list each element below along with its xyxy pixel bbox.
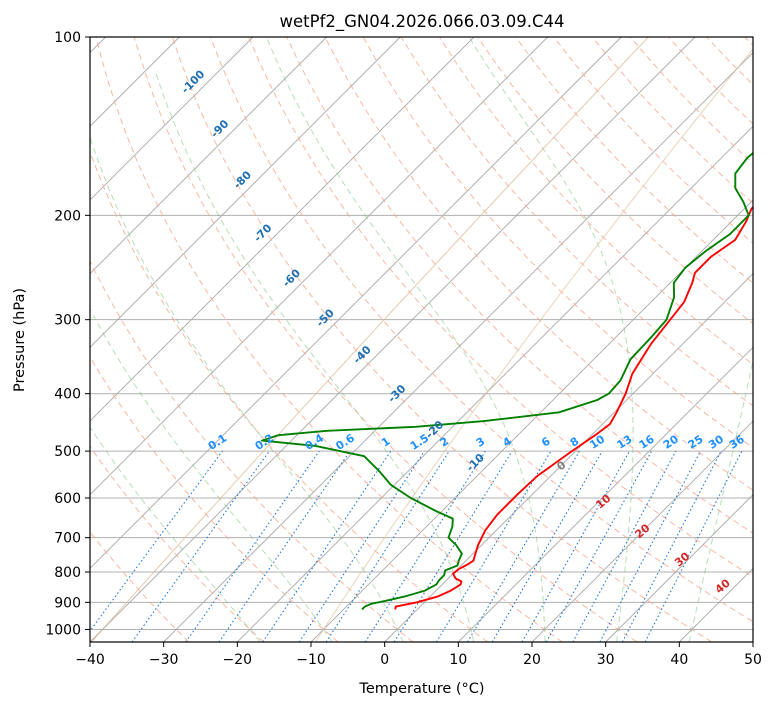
x-tick-label: −10	[296, 652, 326, 668]
mixing-ratio-line	[467, 450, 580, 642]
mixing-ratio-line	[218, 450, 351, 642]
isotherm-line	[90, 37, 548, 496]
dry-adiabat	[515, 37, 753, 284]
dry-adiabat	[248, 37, 753, 578]
y-tick-label: 700	[54, 531, 81, 547]
dry-adiabat	[324, 37, 753, 491]
mixing-ratio-line	[435, 450, 552, 642]
dewpoint-profile-line	[260, 151, 753, 611]
x-tick-label: −20	[223, 652, 253, 668]
dry-adiabat	[95, 37, 563, 642]
dry-adiabat	[133, 37, 638, 642]
mixing-ratio-line	[545, 450, 653, 642]
axes-frame	[89, 36, 754, 643]
chart-title: wetPf2_GN04.2026.066.03.09.C44	[280, 12, 565, 32]
x-tick-label: 50	[744, 652, 762, 668]
isotherm-line	[90, 37, 327, 275]
mixing-ratio-line	[325, 450, 450, 642]
mixing-ratio-line	[364, 450, 486, 642]
moist-adiabat	[90, 308, 333, 642]
y-tick-label: 1000	[45, 622, 81, 638]
mixing-ratio-line	[572, 450, 677, 642]
x-axis-label: Temperature (°C)	[358, 681, 484, 697]
x-tick-label: −30	[149, 652, 179, 668]
moist-adiabat	[155, 72, 475, 642]
dry-adiabat	[210, 37, 753, 623]
y-axis-label: Pressure (hPa)	[12, 288, 28, 392]
x-tick-label: 10	[449, 652, 467, 668]
y-tick-label: 800	[54, 565, 81, 581]
isotherm-line	[90, 37, 401, 348]
mixing-ratio-line	[393, 450, 513, 642]
moist-adiabat	[265, 37, 546, 642]
background-curve	[315, 48, 753, 642]
dry-adiabat	[90, 356, 339, 642]
temperature-profile-line	[394, 205, 753, 610]
x-tick-label: 40	[670, 652, 688, 668]
isotherm-line	[531, 420, 753, 642]
y-tick-label: 400	[54, 387, 81, 403]
moist-adiabat	[688, 358, 753, 642]
mixing-ratio-line	[491, 450, 603, 642]
y-tick-label: 900	[54, 595, 81, 611]
isotherm-line	[163, 52, 753, 642]
isotherm-line	[237, 125, 753, 642]
isotherm-line	[90, 37, 622, 569]
isotherm-line	[90, 37, 475, 422]
y-tick-label: 500	[54, 444, 81, 460]
y-tick-label: 300	[54, 313, 81, 329]
isotherm-line	[458, 346, 753, 642]
isotherm-line	[605, 494, 753, 642]
x-tick-label: 20	[523, 652, 541, 668]
y-tick-label: 600	[54, 491, 81, 507]
isotherm-line	[384, 273, 753, 642]
isotherm-line	[90, 37, 254, 201]
moist-adiabat	[90, 426, 261, 642]
isotherm-line	[90, 37, 696, 642]
x-tick-label: 30	[597, 652, 615, 668]
x-tick-label: 0	[380, 652, 389, 668]
mixing-ratio-line	[185, 450, 320, 642]
background-curve	[91, 37, 649, 642]
mixing-ratio-line	[521, 450, 630, 642]
dry-adiabat	[90, 259, 414, 642]
dry-adiabat	[171, 37, 712, 642]
dry-adiabat	[90, 445, 264, 642]
moist-adiabat	[468, 37, 634, 642]
y-tick-label: 100	[54, 30, 81, 46]
dry-adiabat	[286, 37, 753, 534]
y-tick-label: 200	[54, 208, 81, 224]
x-tick-label: −40	[75, 652, 105, 668]
